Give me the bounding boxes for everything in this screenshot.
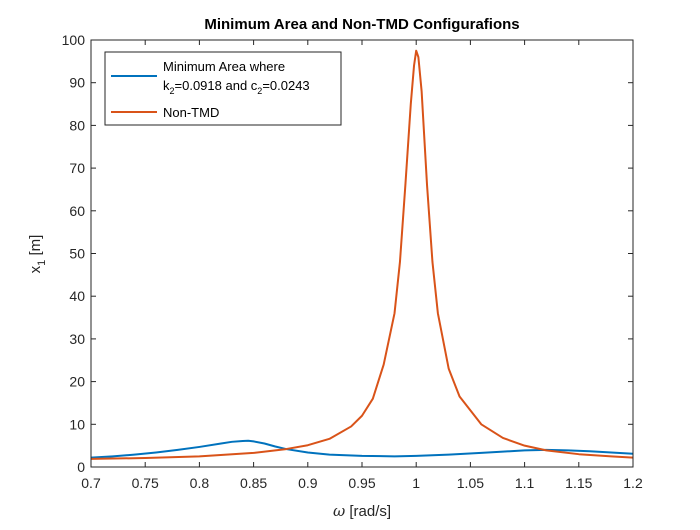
x-tick-label: 0.7 [81,475,101,491]
legend-k-base: k [163,78,170,93]
x-tick-label: 1 [412,475,420,491]
y-axis-label-base: x [27,265,44,273]
y-tick-label: 10 [69,416,85,432]
legend-k-sub: 2 [170,86,175,96]
series-line-1 [91,49,633,460]
y-tick-label: 0 [77,459,85,475]
y-tick-label: 20 [69,374,85,390]
y-axis-label-unit: [m] [27,235,44,260]
y-tick-label: 60 [69,203,85,219]
y-tick-label: 30 [69,331,85,347]
legend-c-value: =0.0243 [262,78,309,93]
x-tick-label: 1.15 [565,475,592,491]
x-tick-label: 1.1 [515,475,535,491]
x-tick-label: 0.75 [132,475,159,491]
legend-c-sub: 2 [257,86,262,96]
y-tick-label: 50 [69,246,85,262]
y-tick-label: 70 [69,160,85,176]
x-tick-label: 0.95 [348,475,375,491]
y-axis-label-sub: 1 [36,260,48,266]
chart-title: Minimum Area and Non-TMD Configurafions [204,16,519,33]
y-axis: 0 10 20 30 40 50 60 70 80 90 100 [62,32,633,475]
legend-label-min-area-line1: Minimum Area where [163,59,285,74]
y-tick-label: 100 [62,32,86,48]
legend: Minimum Area where k2=0.0918 and c2=0.02… [104,51,342,126]
x-axis: 0.7 0.75 0.8 0.85 0.9 0.95 1 1.05 1.1 1.15 1.2 [81,40,643,491]
x-axis-label: ω [rad/s] [333,502,391,520]
x-axis-label-unit: [rad/s] [345,503,391,520]
x-tick-label: 1.05 [457,475,484,491]
y-axis-label: x1 [m] [27,235,48,274]
x-tick-label: 0.9 [298,475,318,491]
x-tick-label: 0.85 [240,475,267,491]
legend-k-value: =0.0918 and [175,78,251,93]
legend-label-min-area-line2: k2=0.0918 and c2=0.0243 [163,78,310,96]
y-tick-label: 40 [69,288,85,304]
legend-c-base: c [251,78,258,93]
omega-symbol: ω [333,502,345,520]
series-layer [91,49,633,460]
legend-label-non-tmd: Non-TMD [163,105,219,120]
y-tick-label: 90 [69,75,85,91]
y-tick-label: 80 [69,117,85,133]
x-tick-label: 1.2 [623,475,643,491]
series-line-0 [91,439,633,459]
x-tick-label: 0.8 [190,475,210,491]
